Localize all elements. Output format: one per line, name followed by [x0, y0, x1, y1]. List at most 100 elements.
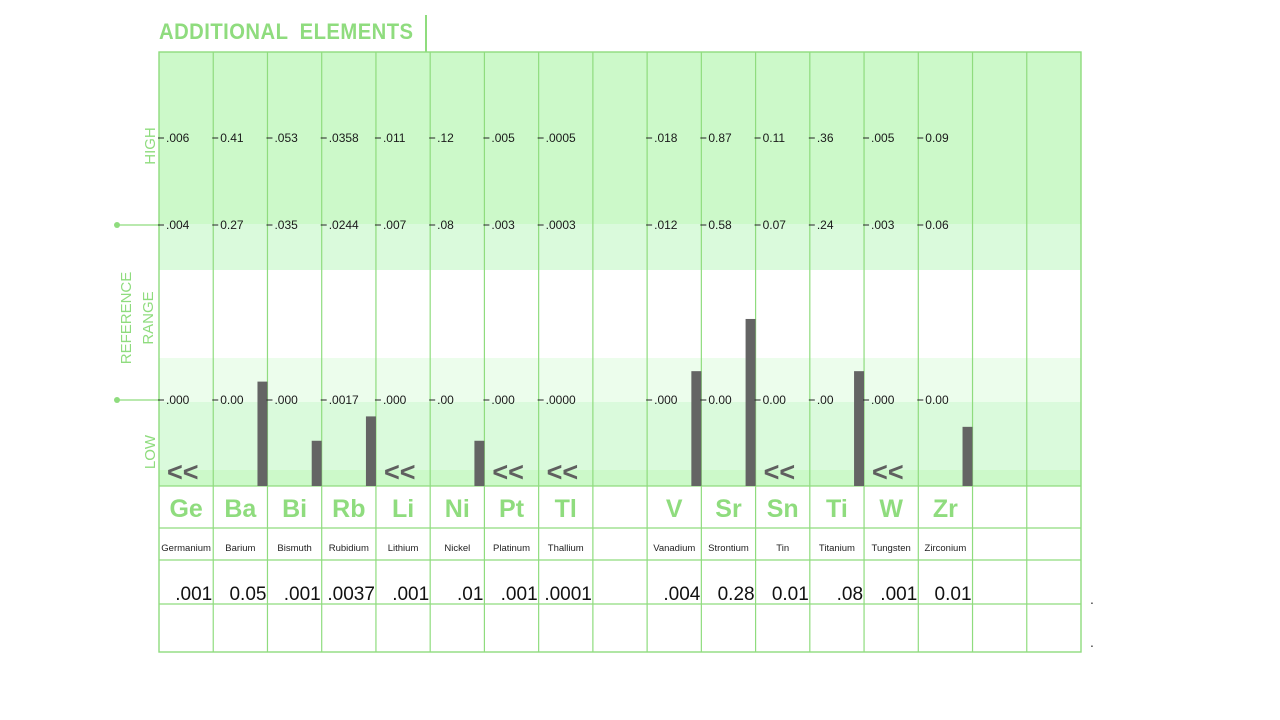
element-symbol-bi: Bi — [282, 495, 307, 523]
ref-low-label-w: .000 — [871, 393, 895, 407]
ref-high-label-rb: .0244 — [329, 218, 359, 232]
ref-high-label-bi: .035 — [274, 218, 298, 232]
element-name-ni: Nickel — [444, 543, 470, 554]
ref-high-label-ge: .004 — [166, 218, 190, 232]
result-value-sr: 0.28 — [718, 584, 755, 605]
element-symbol-sn: Sn — [767, 495, 799, 523]
ref-low-label-v: .000 — [654, 393, 678, 407]
ref-low-label-bi: .000 — [274, 393, 298, 407]
ref-high-label-tl: .0003 — [546, 218, 576, 232]
element-name-sn: Tin — [776, 543, 789, 554]
high-mark-label-w: .005 — [871, 131, 895, 145]
result-bar-sr — [746, 319, 756, 486]
ref-high-label-ba: 0.27 — [220, 218, 244, 232]
reference-label-2: RANGE — [140, 291, 157, 344]
high-mark-label-sn: 0.11 — [763, 131, 786, 145]
result-value-sn: 0.01 — [772, 584, 809, 605]
high-mark-label-ba: 0.41 — [220, 131, 244, 145]
result-bar-ba — [257, 382, 267, 486]
below-range-indicator-ge: << — [167, 457, 199, 487]
element-symbol-ni: Ni — [445, 495, 470, 523]
element-symbol-li: Li — [392, 495, 414, 523]
ref-high-label-zr: 0.06 — [925, 218, 949, 232]
ref-low-label-ti: .00 — [817, 393, 834, 407]
band-0 — [159, 52, 1081, 138]
high-mark-label-rb: .0358 — [329, 131, 359, 145]
element-symbol-ge: Ge — [169, 495, 202, 523]
result-bar-rb — [366, 416, 376, 486]
stray-mark-1: . — [1090, 591, 1094, 607]
ref-high-pointer-dot — [114, 222, 120, 228]
band-7 — [159, 470, 1081, 486]
element-symbol-rb: Rb — [332, 495, 365, 523]
result-value-zr: 0.01 — [935, 584, 972, 605]
band-3 — [159, 270, 1081, 314]
ref-low-label-pt: .000 — [491, 393, 515, 407]
element-name-v: Vanadium — [653, 543, 695, 554]
ref-low-label-sr: 0.00 — [708, 393, 732, 407]
ref-high-label-w: .003 — [871, 218, 895, 232]
result-bar-ni — [474, 441, 484, 486]
result-value-bi: .001 — [284, 584, 321, 605]
side-axis: HIGH REFERENCE RANGE LOW — [114, 127, 160, 469]
element-name-rb: Rubidium — [329, 543, 369, 554]
result-value-li: .001 — [392, 584, 429, 605]
element-name-ba: Barium — [225, 543, 255, 554]
ref-high-label-pt: .003 — [491, 218, 515, 232]
ref-low-label-sn: 0.00 — [763, 393, 787, 407]
high-mark-label-zr: 0.09 — [925, 131, 949, 145]
element-name-sr: Strontium — [708, 543, 749, 554]
result-value-tl: .0001 — [544, 584, 592, 605]
element-symbol-ba: Ba — [224, 495, 257, 523]
ref-low-label-ba: 0.00 — [220, 393, 244, 407]
ref-low-label-ni: .00 — [437, 393, 454, 407]
high-mark-label-ni: .12 — [437, 131, 454, 145]
result-value-w: .001 — [880, 584, 917, 605]
high-mark-label-bi: .053 — [274, 131, 298, 145]
high-mark-label-pt: .005 — [491, 131, 515, 145]
result-bar-ti — [854, 371, 864, 486]
band-4 — [159, 314, 1081, 358]
high-mark-label-li: .011 — [383, 131, 406, 145]
ref-high-label-sr: 0.58 — [708, 218, 732, 232]
high-mark-label-sr: 0.87 — [708, 131, 732, 145]
ref-low-label-li: .000 — [383, 393, 407, 407]
element-symbol-v: V — [666, 495, 683, 523]
below-range-indicator-li: << — [384, 457, 416, 487]
result-bar-v — [691, 371, 701, 486]
element-name-ge: Germanium — [161, 543, 211, 554]
element-symbol-w: W — [879, 495, 903, 523]
ref-high-label-sn: 0.07 — [763, 218, 787, 232]
high-mark-label-ti: .36 — [817, 131, 834, 145]
result-value-rb: .0037 — [327, 584, 375, 605]
element-name-w: Tungsten — [872, 543, 911, 554]
ref-low-label-zr: 0.00 — [925, 393, 949, 407]
high-mark-label-v: .018 — [654, 131, 678, 145]
element-symbol-pt: Pt — [499, 495, 525, 523]
result-bar-zr — [963, 427, 973, 486]
element-symbol-tl: Tl — [555, 495, 577, 523]
below-range-indicator-sn: << — [764, 457, 796, 487]
element-name-bi: Bismuth — [277, 543, 311, 554]
band-6 — [159, 402, 1081, 470]
element-name-zr: Zirconium — [925, 543, 967, 554]
low-label: LOW — [142, 434, 159, 469]
high-mark-label-ge: .006 — [166, 131, 190, 145]
element-name-tl: Thallium — [548, 543, 584, 554]
element-name-ti: Titanium — [819, 543, 855, 554]
below-range-indicator-tl: << — [547, 457, 579, 487]
element-symbol-ti: Ti — [826, 495, 848, 523]
background-bands — [159, 52, 1081, 486]
result-value-ge: .001 — [175, 584, 212, 605]
ref-low-label-rb: .0017 — [329, 393, 359, 407]
element-name-pt: Platinum — [493, 543, 530, 554]
high-label: HIGH — [142, 127, 159, 165]
element-name-li: Lithium — [388, 543, 419, 554]
result-bar-bi — [312, 441, 322, 486]
ref-high-label-ni: .08 — [437, 218, 454, 232]
below-range-indicator-w: << — [872, 457, 904, 487]
result-value-v: .004 — [663, 584, 700, 605]
result-value-ti: .08 — [837, 584, 863, 605]
element-symbol-zr: Zr — [933, 495, 958, 523]
